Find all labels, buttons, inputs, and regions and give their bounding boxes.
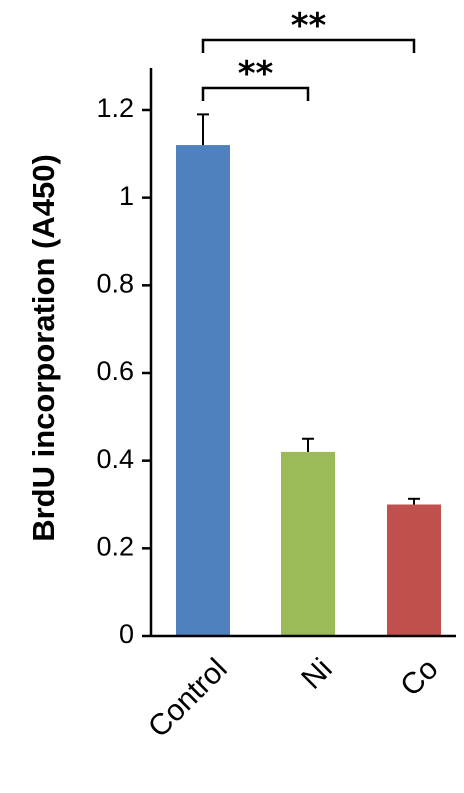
y-tick-label: 0.2 bbox=[96, 531, 134, 561]
bars bbox=[176, 113, 441, 637]
y-tick-label: 0 bbox=[119, 619, 134, 649]
x-tick-label: Control bbox=[142, 652, 234, 744]
y-tick-label: 1 bbox=[119, 181, 134, 211]
y-tick-label: 0.4 bbox=[96, 444, 134, 474]
bar-control bbox=[176, 145, 230, 637]
bar-ni bbox=[281, 451, 335, 636]
significance-label: ** bbox=[291, 6, 327, 46]
bar-co bbox=[387, 504, 441, 636]
x-axis: Control Ni Co bbox=[142, 652, 445, 744]
significance-annotations: ** ** bbox=[201, 6, 416, 101]
significance-bracket bbox=[201, 38, 416, 53]
x-tick-label: Co bbox=[394, 652, 444, 702]
y-axis-title: BrdU incorporation (A450) bbox=[26, 154, 61, 542]
significance-bracket bbox=[201, 86, 310, 101]
significance-label: ** bbox=[238, 54, 274, 94]
y-tick-label: 0.8 bbox=[96, 268, 134, 298]
y-tick-label: 0.6 bbox=[96, 356, 134, 386]
y-tick-label: 1.2 bbox=[96, 93, 134, 123]
y-axis: 0 0.2 0.4 0.6 0.8 1 1.2 bbox=[96, 93, 151, 649]
x-tick-label: Ni bbox=[295, 652, 338, 695]
